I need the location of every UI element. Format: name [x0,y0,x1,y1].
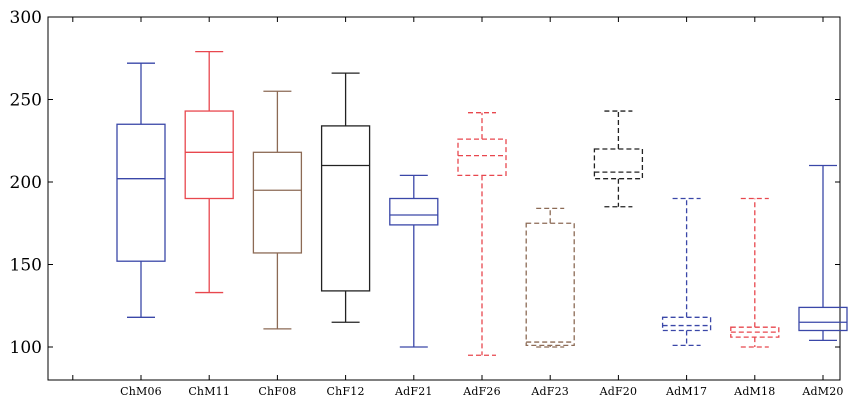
box-AdF23 [525,207,575,348]
interquartile-box [184,110,234,200]
x-tick-label: ChM11 [188,385,230,398]
x-tick-label: ChM06 [120,385,162,398]
x-tick-label: AdM18 [733,385,775,398]
box-ChM06 [116,62,166,318]
box-AdF21 [389,174,439,348]
y-axis: 100 150 200 250 300 [10,8,840,358]
interquartile-box [593,148,644,180]
interquartile-box [730,326,780,338]
x-tick-label: ChF08 [258,385,296,398]
interquartile-box [320,125,371,292]
interquartile-box [252,151,303,254]
interquartile-box [798,306,848,332]
box-ChF12 [320,72,371,323]
y-tick-label: 250 [10,91,42,111]
interquartile-box [116,123,166,262]
box-AdM18 [730,197,780,348]
x-tick-label: AdF26 [462,385,501,398]
box-AdF20 [593,110,644,208]
box-AdM17 [661,197,712,347]
plot-frame [47,16,841,381]
box-AdM20 [798,164,848,342]
y-tick-label: 300 [10,8,42,28]
box-ChF08 [252,90,303,330]
boxes-layer [116,51,848,356]
y-tick-label: 200 [10,173,42,193]
interquartile-box [525,222,575,346]
box-AdF26 [457,112,507,356]
x-axis: ChM06 ChM11 ChF08 ChF12 AdF21 AdF26 AdF23 AdF20… [72,17,843,398]
x-tick-label: AdM20 [801,385,843,398]
x-tick-label: AdM17 [665,385,707,398]
interquartile-box [389,197,439,226]
interquartile-box [661,316,712,332]
x-tick-label: AdF20 [599,385,638,398]
y-tick-label: 150 [10,256,42,276]
y-tick-label: 100 [10,338,42,358]
interquartile-box [457,138,507,177]
x-tick-label: ChF12 [327,385,365,398]
box-ChM11 [184,51,234,294]
x-tick-label: AdF23 [530,385,569,398]
x-tick-label: AdF21 [394,385,433,398]
